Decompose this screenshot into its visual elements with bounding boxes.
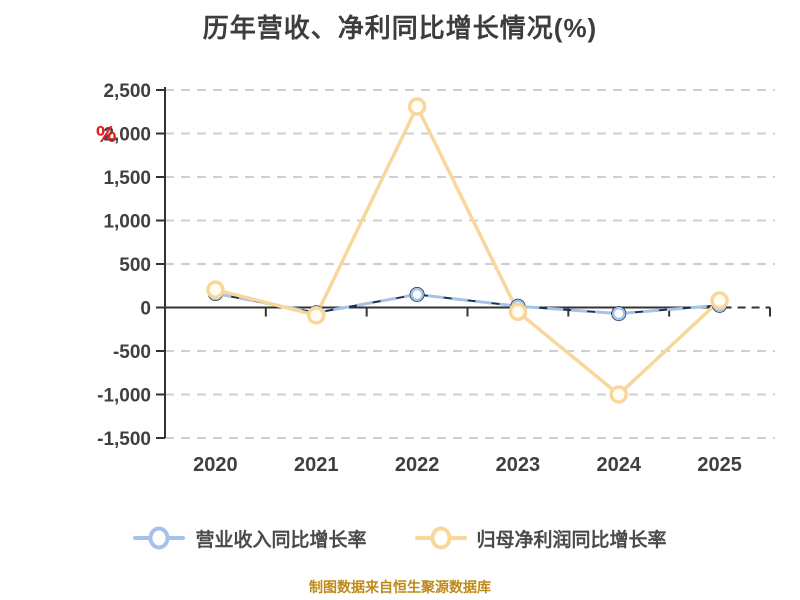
x-axis-label: 2025 xyxy=(697,454,742,476)
legend-item-profit[interactable]: 归母净利润同比增长率 xyxy=(414,525,667,552)
y-axis-label: 2,500 xyxy=(103,81,151,102)
legend-label-profit: 归母净利润同比增长率 xyxy=(476,529,667,551)
x-axis-label: 2024 xyxy=(597,454,642,476)
profit-point-2021[interactable] xyxy=(307,306,326,325)
x-axis-label: 2021 xyxy=(294,454,339,476)
y-axis-label: -500 xyxy=(113,342,151,363)
profit-line xyxy=(214,102,721,397)
y-axis-label: 0 xyxy=(140,299,151,320)
y-axis-label: -1,500 xyxy=(97,429,151,450)
profit-point-2022[interactable] xyxy=(407,97,427,116)
profit-point-2024[interactable] xyxy=(609,385,628,404)
y-axis-label: 1,500 xyxy=(103,168,151,189)
y-axis-label: 1,000 xyxy=(103,212,151,233)
x-axis-label: 2020 xyxy=(193,454,238,476)
profit-legend-marker-icon xyxy=(414,526,467,550)
profit-point-2023[interactable] xyxy=(508,302,528,322)
data-source-caption: 制图数据来自恒生聚源数据库 xyxy=(309,579,491,595)
y-axis-unit-mark: % xyxy=(96,121,116,147)
y-axis-label: 500 xyxy=(119,255,151,276)
x-axis-label: 2023 xyxy=(496,454,541,476)
revenue-point-ring-2024 xyxy=(612,306,626,321)
legend-item-revenue[interactable]: 营业收入同比增长率 xyxy=(133,525,367,552)
profit-point-2025[interactable] xyxy=(710,291,729,310)
revenue-point-ring-2022 xyxy=(410,287,424,302)
y-axis-label: 2,000 xyxy=(103,125,151,146)
chart-title: 历年营收、净利同比增长情况(%) xyxy=(202,13,598,43)
legend: 营业收入同比增长率 归母净利润同比增长率 xyxy=(0,519,800,557)
legend-label-revenue: 营业收入同比增长率 xyxy=(195,529,367,551)
revenue-legend-marker-icon xyxy=(133,526,186,550)
y-axis-label: -1,000 xyxy=(97,386,151,407)
x-axis-label: 2022 xyxy=(395,454,440,476)
profit-point-2020[interactable] xyxy=(206,280,225,299)
